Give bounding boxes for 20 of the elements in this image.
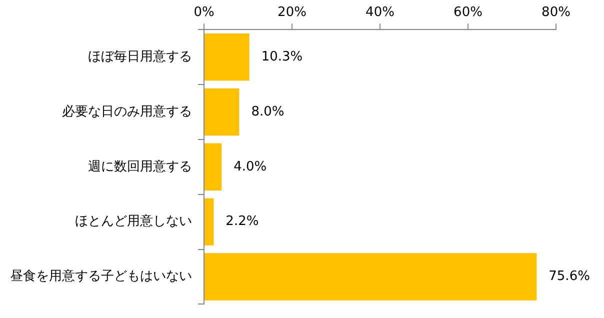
- x-tick-label: 80%: [542, 5, 570, 20]
- y-tick-label: 昼食を用意する子どもはいない: [10, 269, 192, 284]
- x-tick-label: 40%: [366, 5, 394, 20]
- x-tick-label: 20%: [278, 5, 306, 20]
- data-label: 8.0%: [251, 104, 284, 120]
- data-label: 4.0%: [234, 159, 267, 174]
- x-tick-label: 0%: [194, 5, 214, 20]
- data-label: 75.6%: [548, 269, 590, 284]
- data-label: 2.2%: [226, 214, 259, 230]
- data-label: 10.3%: [261, 49, 303, 64]
- y-tick-label: 週に数回用意する: [88, 159, 192, 174]
- bar: [204, 198, 214, 246]
- bar: [204, 143, 222, 191]
- y-tick-label: ほぼ毎日用意する: [88, 49, 192, 64]
- bar: [204, 88, 240, 136]
- y-tick-label: 必要な日のみ用意する: [62, 104, 192, 120]
- x-tick-label: 60%: [454, 5, 482, 20]
- bar: [204, 33, 250, 81]
- bar: [204, 253, 537, 300]
- y-tick-label: ほとんど用意しない: [75, 214, 192, 230]
